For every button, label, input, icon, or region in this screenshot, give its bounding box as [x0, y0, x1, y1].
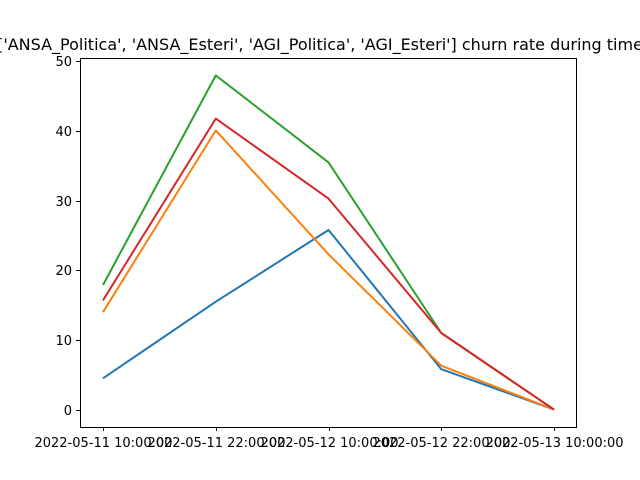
y-tick-label: 30	[55, 195, 72, 210]
y-tick-label: 10	[55, 334, 72, 349]
chart-title: ['ANSA_Politica', 'ANSA_Esteri', 'AGI_Po…	[0, 35, 640, 55]
y-tick-label: 40	[55, 125, 72, 140]
x-tick-label: 2022-05-12 10:00:00	[260, 436, 398, 451]
y-tick-label: 50	[55, 55, 72, 70]
y-tick-label: 0	[64, 404, 72, 419]
x-tick-label: 2022-05-11 22:00:00	[147, 436, 285, 451]
x-tick-label: 2022-05-13 10:00:00	[485, 436, 623, 451]
plot-frame	[80, 58, 577, 428]
series-1-line	[102, 229, 555, 411]
series-layer	[102, 74, 555, 411]
series-3-line	[102, 74, 555, 411]
y-tick-label: 20	[55, 264, 72, 279]
y-axis: 0 10 20 30 40 50	[55, 55, 80, 419]
series-2-line	[102, 129, 555, 411]
x-tick-label: 2022-05-11 10:00:00	[34, 436, 172, 451]
x-tick-label: 2022-05-12 22:00:00	[372, 436, 510, 451]
series-4-line	[102, 117, 555, 411]
